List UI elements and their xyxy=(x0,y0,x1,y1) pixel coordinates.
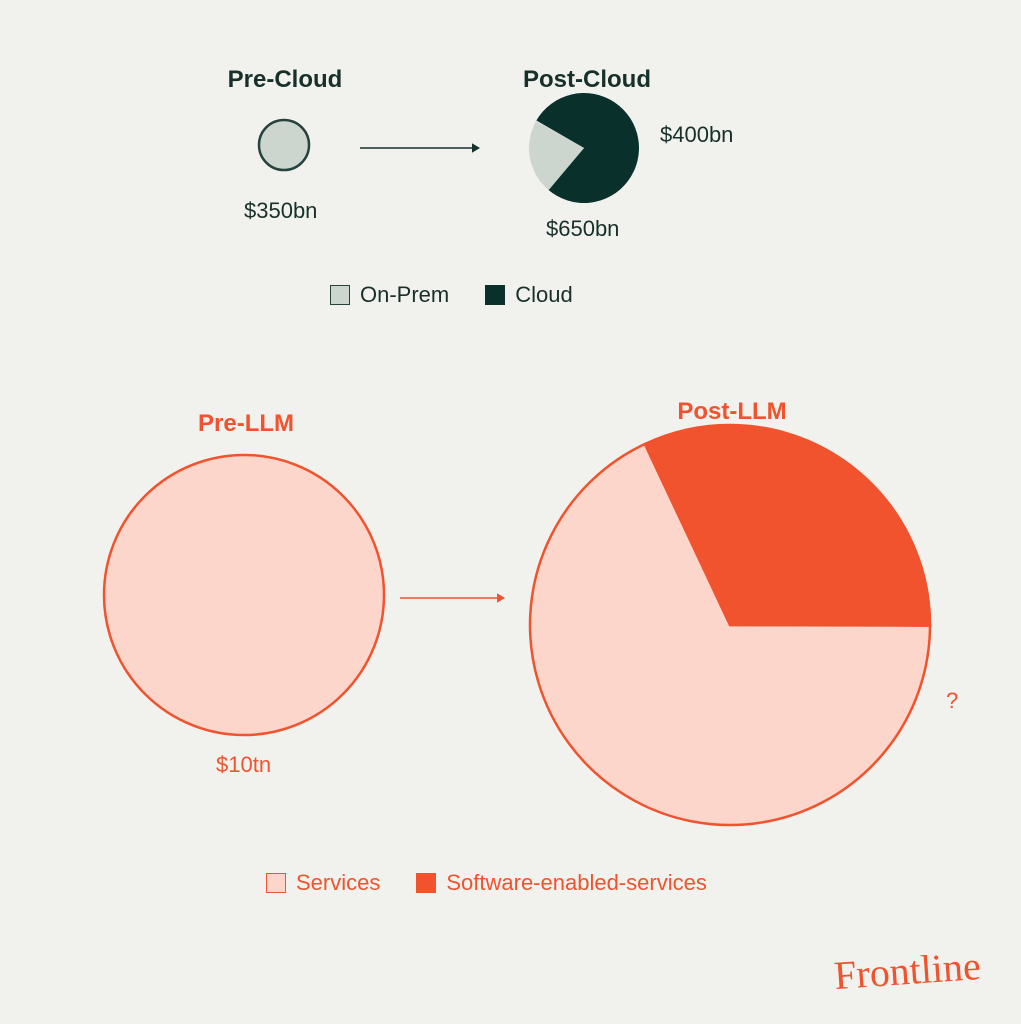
legend-label: Cloud xyxy=(515,282,572,308)
swatch-icon xyxy=(266,873,286,893)
legend-label: On-Prem xyxy=(360,282,449,308)
swatch-icon xyxy=(330,285,350,305)
llm-legend: Services Software-enabled-services xyxy=(266,870,707,896)
pre-cloud-title: Pre-Cloud xyxy=(220,66,350,94)
swatch-icon xyxy=(485,285,505,305)
llm-arrow xyxy=(390,588,515,608)
legend-item-cloud: Cloud xyxy=(485,282,572,308)
legend-item-onprem: On-Prem xyxy=(330,282,449,308)
pre-llm-pie xyxy=(100,451,388,739)
cloud-legend: On-Prem Cloud xyxy=(330,282,573,308)
post-cloud-value-top: $400bn xyxy=(660,122,733,148)
legend-label: Services xyxy=(296,870,380,896)
pre-llm-title: Pre-LLM xyxy=(196,410,296,438)
infographic-canvas: Pre-Cloud $350bn Post-Cloud $400bn $650b… xyxy=(0,0,1021,1024)
pre-cloud-pie xyxy=(255,116,313,174)
brand-logo: Frontline xyxy=(833,942,983,999)
swatch-icon xyxy=(416,873,436,893)
post-llm-pie xyxy=(526,421,934,829)
pre-cloud-value: $350bn xyxy=(244,198,317,224)
legend-item-services: Services xyxy=(266,870,380,896)
cloud-arrow xyxy=(350,138,490,158)
pre-llm-value: $10tn xyxy=(216,752,271,778)
legend-label: Software-enabled-services xyxy=(446,870,706,896)
post-cloud-value-bottom: $650bn xyxy=(546,216,619,242)
post-llm-value: ? xyxy=(946,688,958,714)
post-cloud-pie xyxy=(525,89,643,207)
legend-item-ses: Software-enabled-services xyxy=(416,870,706,896)
